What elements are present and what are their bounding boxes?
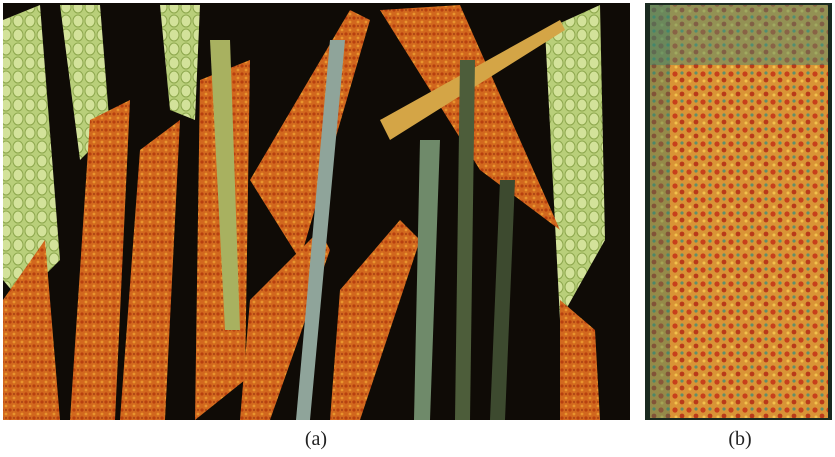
page: (a) (b) (() => { const data = JSON.parse… bbox=[0, 0, 835, 457]
photo-b bbox=[645, 3, 832, 420]
panel-label: (b) bbox=[728, 428, 751, 450]
figure: (a) (b) bbox=[0, 0, 835, 457]
photo-a bbox=[3, 3, 630, 420]
panel-label: (a) bbox=[305, 428, 327, 450]
